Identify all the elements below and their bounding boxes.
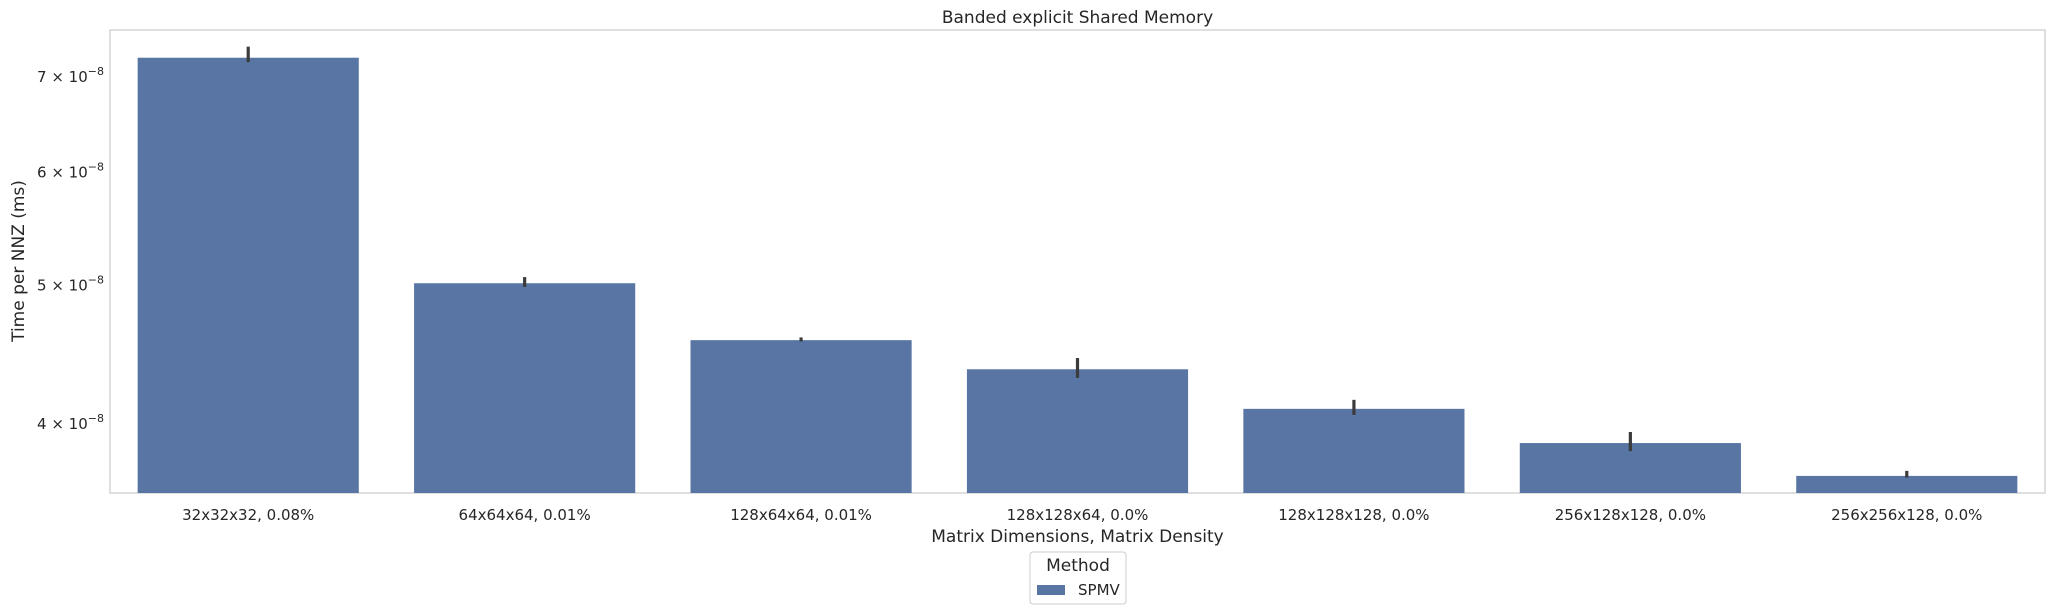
- y-tick-label-3: 6 × 10−8: [37, 161, 104, 182]
- legend-label-spmv: SPMV: [1078, 581, 1121, 599]
- x-tick-label-3: 128x64x64, 0.01%: [730, 506, 872, 524]
- bar-7: [1796, 475, 2018, 493]
- bars-group: [137, 57, 2018, 493]
- legend-swatch-spmv: [1037, 585, 1065, 595]
- y-axis-ticks: 4 × 10−8 5 × 10−8 6 × 10−8 7 × 10−8: [37, 65, 104, 433]
- bar-4: [966, 369, 1189, 493]
- legend: Method SPMV: [1029, 551, 1127, 605]
- bar-5: [1243, 408, 1465, 493]
- x-axis-label: Matrix Dimensions, Matrix Density: [931, 527, 1224, 547]
- x-tick-label-5: 128x128x128, 0.0%: [1278, 506, 1429, 524]
- bar-3: [690, 340, 912, 493]
- y-axis-label: Time per NNZ (ms): [9, 180, 29, 343]
- x-tick-label-6: 256x128x128, 0.0%: [1555, 506, 1706, 524]
- y-tick-label-4: 7 × 10−8: [37, 65, 104, 86]
- y-tick-label-2: 5 × 10−8: [37, 274, 104, 295]
- chart-title: Banded explicit Shared Memory: [942, 8, 1213, 28]
- y-tick-label-1: 4 × 10−8: [37, 412, 104, 433]
- x-tick-label-1: 32x32x32, 0.08%: [182, 506, 314, 524]
- x-tick-label-2: 64x64x64, 0.01%: [459, 506, 591, 524]
- bar-2: [414, 283, 636, 493]
- bar-1: [137, 57, 359, 493]
- legend-title: Method: [1046, 556, 1110, 576]
- bar-6: [1519, 443, 1741, 493]
- x-tick-label-7: 256x256x128, 0.0%: [1831, 506, 1982, 524]
- x-axis-ticks: 32x32x32, 0.08% 64x64x64, 0.01% 128x64x64,…: [182, 506, 1982, 524]
- error-bars-group: [246, 46, 1909, 478]
- x-tick-label-4: 128x128x64, 0.0%: [1007, 506, 1149, 524]
